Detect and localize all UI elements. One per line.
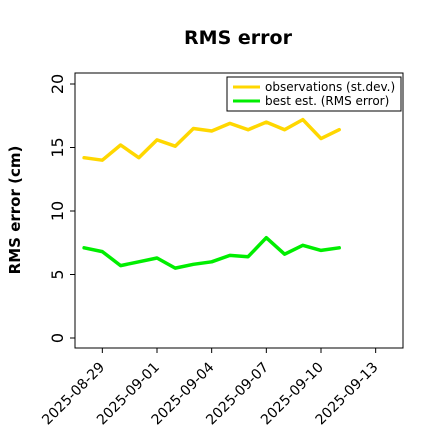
legend-box xyxy=(226,76,402,112)
legend-label-observations: observations (st.dev.) xyxy=(265,80,395,94)
series-line-0 xyxy=(82,117,341,162)
plot-area xyxy=(74,72,404,349)
y-tick-label: 10 xyxy=(48,201,67,221)
y-tick-label: 0 xyxy=(48,333,67,343)
x-axis-ticks: 2025-08-292025-09-012025-09-042025-09-07… xyxy=(39,348,381,428)
y-tick-label: 20 xyxy=(48,74,67,94)
series-layer xyxy=(82,117,341,270)
y-axis-label: RMS error (cm) xyxy=(6,146,24,275)
chart-title: RMS error xyxy=(184,27,293,49)
y-tick-label: 5 xyxy=(48,269,67,279)
legend: observations (st.dev.) best est. (RMS er… xyxy=(226,76,402,112)
y-tick-label: 15 xyxy=(48,137,67,157)
legend-label-best-estimate: best est. (RMS error) xyxy=(265,94,389,108)
y-axis-ticks: 0 5 10 15 20 xyxy=(48,74,75,343)
series-line-1 xyxy=(82,235,341,270)
